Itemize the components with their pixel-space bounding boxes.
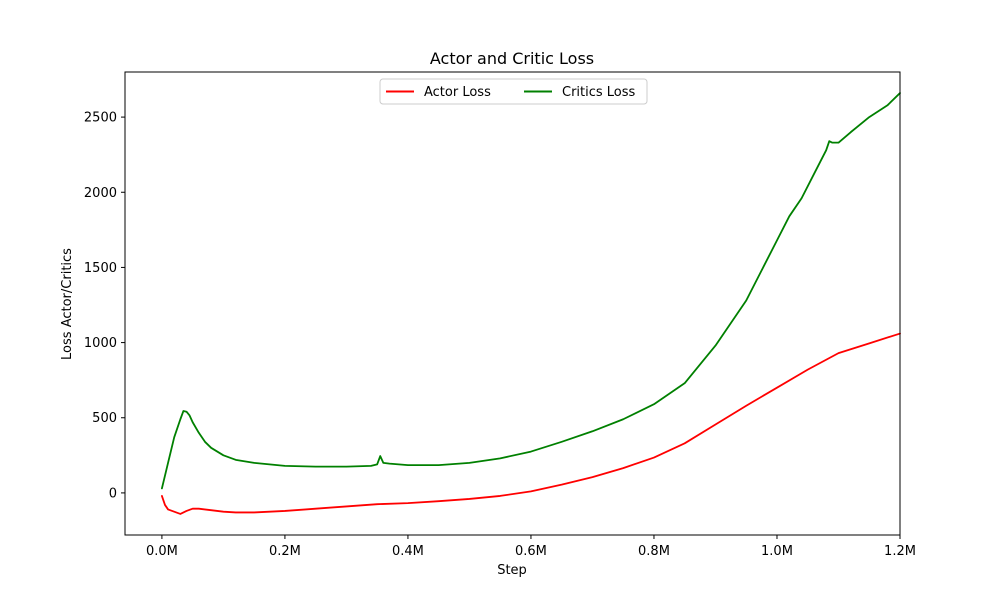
plot-area: 0.0M 0.2M 0.4M 0.6M 0.8M 1.0M 1.2M 0 500 1000 1500… [84,71,916,559]
chart-title: Actor and Critic Loss [430,49,594,68]
y-tick-label: 2000 [84,186,117,201]
x-tick-label: 0.0M [146,544,178,559]
y-tick-label: 1500 [84,261,117,276]
legend-label: Actor Loss [424,85,491,100]
y-tick-label: 500 [92,411,117,426]
series-line-critics-loss [161,92,901,490]
x-tick-label: 0.2M [269,544,301,559]
legend-box [379,78,648,105]
x-axis-label: Step [497,563,527,578]
y-tick-label: 1000 [84,336,117,351]
legend: Actor Loss Critics Loss [379,78,648,105]
x-tick-label: 0.8M [638,544,670,559]
x-tick-label: 1.0M [761,544,793,559]
x-tick-label: 1.2M [884,544,916,559]
plot-frame [124,71,901,536]
y-tick-label: 0 [109,486,117,501]
x-tick-label: 0.4M [392,544,424,559]
y-axis-label: Loss Actor/Critics [60,248,75,360]
y-tick-label: 2500 [84,111,117,126]
legend-label: Critics Loss [562,85,636,100]
x-tick-label: 0.6M [515,544,547,559]
series-line-actor-loss [161,332,901,515]
